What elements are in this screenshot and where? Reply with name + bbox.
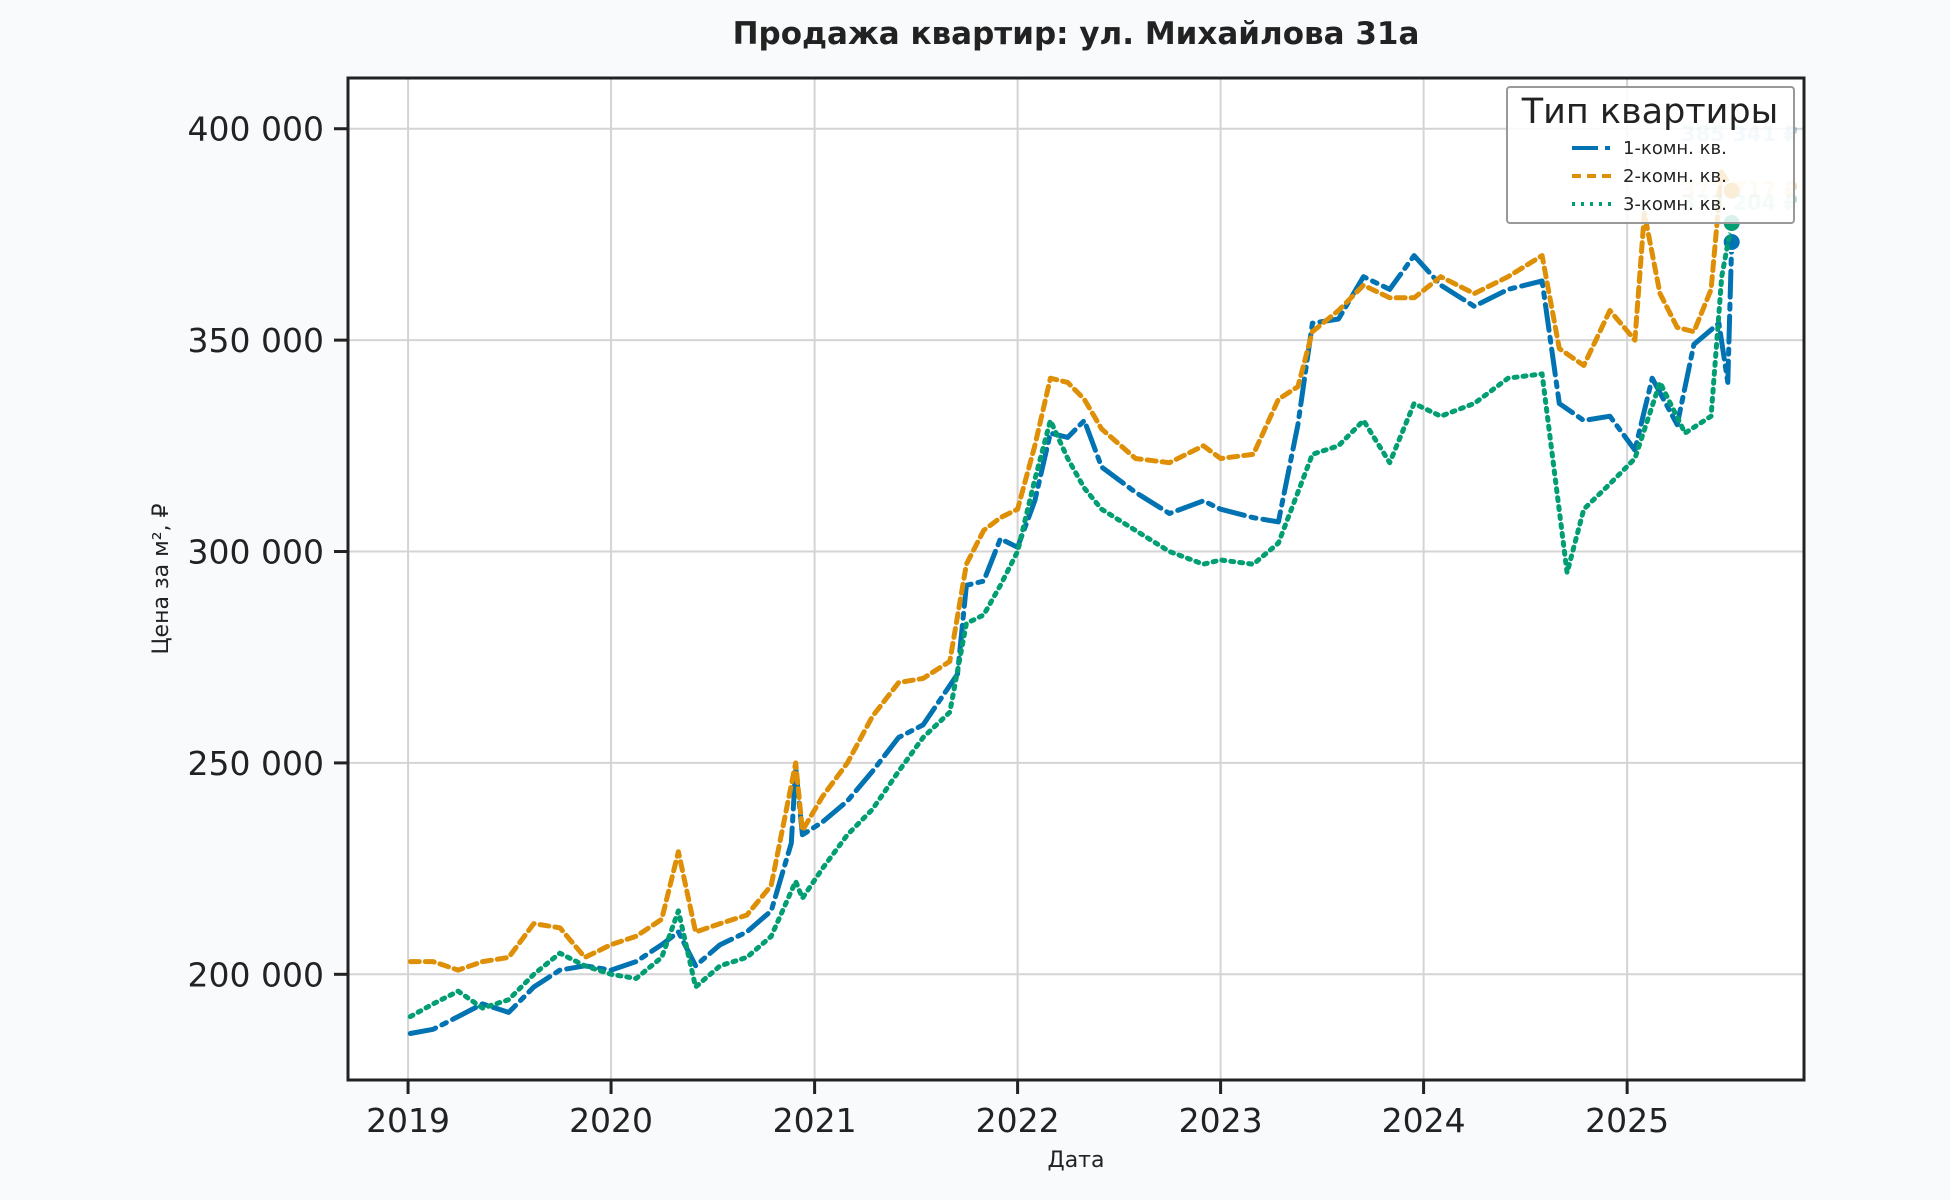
legend-entry-label-2: 2-комн. кв. [1623, 166, 1727, 187]
x-tick-label: 2023 [1179, 1101, 1263, 1140]
legend: Тип квартиры 1-комн. кв. 2-комн. кв. 3-ком… [1506, 86, 1795, 224]
x-axis-label: Дата [1048, 1148, 1105, 1173]
x-tick-label: 2019 [366, 1101, 450, 1140]
axis-ticks: 200 000 250 000 300 000 350 000 400 000 2019 2… [188, 110, 1670, 1140]
y-tick-label: 200 000 [188, 955, 324, 994]
y-tick-label: 250 000 [188, 744, 324, 783]
legend-entry-label-3: 3-комн. кв. [1623, 194, 1727, 215]
x-tick-label: 2025 [1585, 1101, 1669, 1140]
legend-entry-label-1: 1-комн. кв. [1623, 138, 1727, 159]
legend-entries: 1-комн. кв. 2-комн. кв. 3-комн. кв. [1572, 138, 1727, 215]
chart-title: Продажа квартир: ул. Михайлова 31а [733, 16, 1420, 52]
legend-box [1506, 86, 1795, 224]
x-tick-label: 2024 [1382, 1101, 1466, 1140]
y-axis-label: Цена за м², ₽ [149, 503, 174, 654]
series-line-1 [407, 239, 1735, 1036]
series-line-3 [407, 220, 1735, 1020]
y-tick-label: 350 000 [188, 321, 324, 360]
grid [348, 78, 1804, 1080]
plot-background [348, 78, 1804, 1080]
x-tick-label: 2020 [569, 1101, 653, 1140]
x-tick-label: 2021 [773, 1101, 857, 1140]
plot-frame [346, 76, 1806, 1082]
legend-title: Тип квартиры [1521, 92, 1779, 132]
y-tick-label: 400 000 [188, 110, 324, 149]
x-tick-label: 2022 [976, 1101, 1060, 1140]
y-tick-label: 300 000 [188, 533, 324, 572]
series-line-2 [407, 168, 1735, 973]
